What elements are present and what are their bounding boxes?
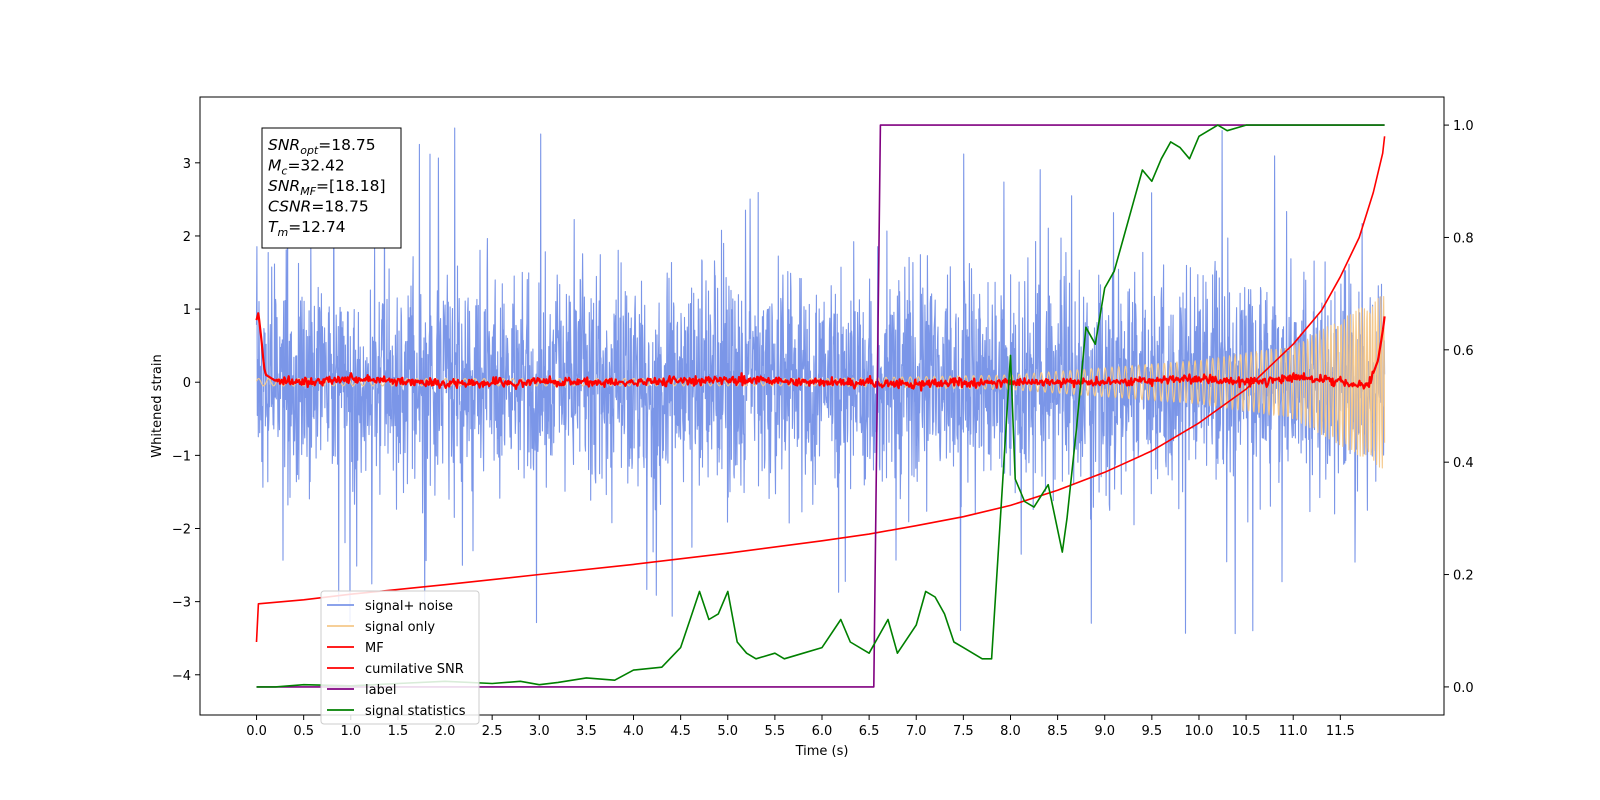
annotation-symbol: SNR (268, 177, 300, 195)
legend-label: signal+ noise (365, 599, 453, 614)
annotation-subscript: MF (300, 185, 316, 198)
y-left-tick-label: −4 (172, 669, 191, 684)
x-tick-label: 4.5 (670, 724, 691, 739)
x-tick-label: 9.0 (1094, 724, 1115, 739)
annotation-subscript: m (277, 226, 288, 239)
y-right-tick-label: 0.0 (1453, 681, 1474, 696)
legend-label: MF (365, 641, 384, 656)
legend: signal+ noise signal only MF cumilative SNR… (320, 590, 480, 725)
x-tick-label: 3.5 (576, 724, 597, 739)
y-right-tick-label: 1.0 (1453, 119, 1474, 134)
legend-label: signal only (365, 620, 435, 635)
x-tick-label: 6.0 (812, 724, 833, 739)
annotation-symbol: M (268, 157, 281, 175)
annotation-frame (261, 127, 402, 249)
series-mf (255, 312, 1386, 392)
y-left-tick-label: −1 (172, 449, 191, 464)
x-tick-label: 11.5 (1326, 724, 1355, 739)
annotation-line: SNRopt=18.75 (268, 136, 376, 157)
annotation-line: SNRMF=[18.18] (268, 177, 386, 198)
x-tick-label: 10.0 (1184, 724, 1213, 739)
annotation-symbol: CSNR (268, 198, 311, 216)
legend-label: cumilative SNR (365, 662, 464, 677)
x-tick-label: 11.0 (1279, 724, 1308, 739)
x-tick-label: 7.5 (953, 724, 974, 739)
annotation-value: =32.42 (287, 157, 344, 175)
snr-annotation-box: SNRopt=18.75Mc=32.42SNRMF=[18.18]CSNR=18… (261, 127, 402, 249)
annotation-line: Tm=12.74 (268, 218, 346, 239)
annotation-value: =12.74 (288, 218, 345, 236)
x-tick-label: 10.5 (1232, 724, 1261, 739)
annotation-value: =18.75 (318, 136, 375, 154)
x-axis: 0.0 0.5 1.0 1.5 2.0 2.5 3.0 3.5 4.0 4.5 5.0 5.5 6.0 6… (246, 715, 1355, 739)
y-left-tick-label: −3 (172, 596, 191, 611)
series-label (256, 124, 1385, 688)
x-tick-label: 0.0 (246, 724, 267, 739)
annotation-symbol: SNR (268, 136, 300, 154)
x-tick-label: 0.5 (293, 724, 314, 739)
annotation-value: =18.75 (311, 198, 368, 216)
annotation-line: Mc=32.42 (268, 157, 345, 178)
series-layer (255, 124, 1386, 688)
y-left-tick-label: 2 (183, 230, 191, 245)
series-signal-statistics (256, 124, 1385, 688)
y-right-tick-label: 0.4 (1453, 456, 1474, 471)
series-cumilative-snr (255, 136, 1386, 643)
y-axis-title: Whitened strain (150, 354, 165, 457)
x-tick-label: 1.0 (340, 724, 361, 739)
x-tick-label: 5.5 (765, 724, 786, 739)
annotation-symbol: T (268, 218, 279, 236)
x-tick-label: 4.0 (623, 724, 644, 739)
y-right-tick-label: 0.2 (1453, 569, 1474, 584)
y-left-tick-label: 1 (183, 303, 191, 318)
x-tick-label: 3.0 (529, 724, 550, 739)
x-tick-label: 2.0 (435, 724, 456, 739)
x-tick-label: 6.5 (859, 724, 880, 739)
legend-frame (320, 590, 480, 725)
x-tick-label: 9.5 (1142, 724, 1163, 739)
x-tick-label: 2.5 (482, 724, 503, 739)
x-tick-label: 7.0 (906, 724, 927, 739)
y-axis-right: 1.0 0.8 0.6 0.4 0.2 0.0 (1444, 119, 1474, 696)
x-tick-label: 8.0 (1000, 724, 1021, 739)
y-right-tick-label: 0.6 (1453, 344, 1474, 359)
y-axis-left: 3 2 1 0 −1 −2 −3 −4 (172, 157, 200, 684)
y-left-tick-label: 3 (183, 157, 191, 172)
y-right-tick-label: 0.8 (1453, 231, 1474, 246)
annotation-value: =[18.18] (316, 177, 385, 195)
annotation-subscript: c (281, 165, 287, 178)
y-left-tick-label: 0 (183, 376, 191, 391)
x-axis-title: Time (s) (795, 744, 849, 759)
x-tick-label: 8.5 (1047, 724, 1068, 739)
annotation-subscript: opt (300, 144, 319, 157)
annotation-line: CSNR=18.75 (268, 198, 369, 216)
x-tick-label: 1.5 (388, 724, 409, 739)
legend-label: label (365, 683, 396, 698)
legend-label: signal statistics (365, 704, 466, 719)
x-tick-label: 5.0 (717, 724, 738, 739)
y-left-tick-label: −2 (172, 523, 191, 538)
